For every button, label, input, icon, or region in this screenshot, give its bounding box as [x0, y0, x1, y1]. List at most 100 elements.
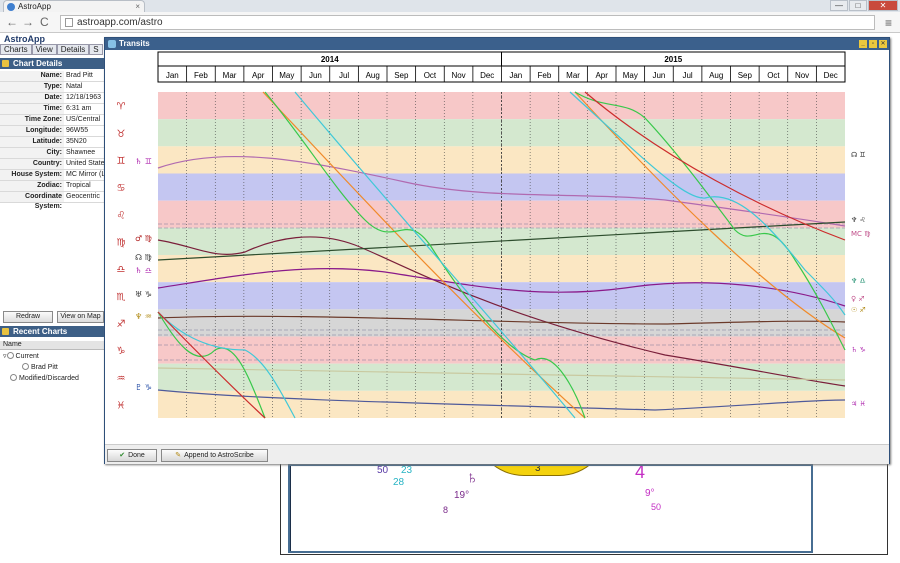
transit-series-line [157, 267, 846, 307]
close-dialog-icon[interactable]: ✕ [879, 40, 887, 48]
done-button[interactable]: ✔ Done [107, 449, 157, 462]
view-on-map-button[interactable]: View on Map [57, 311, 104, 323]
tab-details[interactable]: Details [56, 44, 90, 55]
detail-key: Coordinate System: [0, 192, 64, 210]
detail-row: Time: 6:31 am [0, 104, 104, 115]
degree-label: 23 [401, 465, 413, 476]
tree-node-label: Modified/Discarded [19, 375, 79, 382]
month-label: Dec [824, 71, 838, 80]
redraw-button[interactable]: Redraw [3, 311, 53, 323]
recent-charts-title: Recent Charts [13, 327, 68, 336]
left-planet-label: ♆ ♒ [135, 312, 152, 321]
detail-value: Tropical [66, 182, 91, 189]
transits-chart: 2014 2015 Jan Feb Mar Apr May Jun Jul Aug Sep Oct No… [117, 51, 871, 419]
detail-value: US/Central [66, 116, 101, 123]
zodiac-sign-icon: ♏ [117, 292, 126, 303]
transit-series-line [157, 91, 846, 419]
month-label: Feb [538, 71, 552, 80]
detail-row: House System:MC Mirror (Lev [0, 170, 104, 181]
right-planet-label: ☊ ♊ [851, 151, 866, 159]
month-label: Jan [509, 71, 522, 80]
transits-dialog-titlebar[interactable]: Transits _ ▫ ✕ [105, 38, 889, 50]
degree-label: 28 [393, 477, 405, 488]
right-planet-label: ♄ ♑ [851, 346, 866, 354]
detail-key: Time: [0, 104, 64, 114]
tree-node-current[interactable]: ▿ Current [0, 351, 104, 362]
natal-chart-wheel: 50 23 28 3 ♄ 19° 8 4 9° 50 [288, 464, 813, 553]
right-planet-label: ♆ ♌ [851, 216, 866, 224]
address-bar[interactable]: astroapp.com/astro [60, 15, 875, 30]
tab-close-icon[interactable]: × [135, 2, 140, 11]
dialog-footer: ✔ Done ✎ Append to AstroScribe [105, 444, 889, 464]
month-label: Sep [738, 71, 753, 80]
detail-key: Date: [0, 93, 64, 103]
maximize-dialog-icon[interactable]: ▫ [869, 40, 877, 48]
detail-key: Name: [0, 71, 64, 81]
collapse-icon[interactable] [2, 60, 9, 67]
detail-value: Geocentric [66, 193, 100, 200]
node-icon [6, 352, 14, 359]
tab-view[interactable]: View [31, 44, 57, 55]
zodiac-sign-icon: ♑ [117, 346, 126, 357]
detail-row: Type: Natal [0, 82, 104, 93]
node-icon [22, 363, 29, 370]
degree-label: 50 [651, 502, 662, 512]
transit-series-line [157, 236, 846, 387]
chart-details-header[interactable]: Chart Details [0, 58, 104, 69]
detail-key: Latitude: [0, 137, 64, 147]
node-icon [10, 374, 17, 381]
minimize-dialog-icon[interactable]: _ [859, 40, 867, 48]
year-label: 2015 [664, 55, 682, 64]
reload-icon[interactable]: C [40, 15, 49, 29]
detail-value: United States [66, 160, 104, 167]
tab-charts[interactable]: Charts [0, 44, 32, 55]
forward-icon[interactable]: → [22, 15, 34, 29]
right-planet-label: ♀ ♐ [851, 295, 865, 303]
append-to-astroscribe-button[interactable]: ✎ Append to AstroScribe [161, 449, 268, 462]
zodiac-sign-icon: ♈ [117, 102, 126, 113]
detail-row: Time Zone: US/Central [0, 115, 104, 126]
browser-tab[interactable]: AstroApp × [3, 0, 145, 12]
check-icon: ✔ [119, 452, 126, 459]
minimize-icon[interactable]: — [830, 0, 848, 11]
saturn-glyph-icon: ♄ [466, 468, 479, 487]
month-label: Apr [595, 71, 608, 80]
detail-key: City: [0, 148, 64, 158]
transit-series-line [157, 91, 846, 419]
right-planet-label: ♃ ♓ [851, 400, 866, 408]
detail-value: 12/18/1963 [66, 94, 102, 101]
tab-more[interactable]: S [89, 44, 103, 55]
detail-key: Time Zone: [0, 115, 64, 125]
tree-node-chart[interactable]: Brad Pitt [0, 362, 104, 373]
detail-row: Date: 12/18/1963 [0, 93, 104, 104]
chart-details-title: Chart Details [13, 59, 63, 68]
maximize-icon[interactable]: □ [849, 0, 867, 11]
detail-row: City: Shawnee [0, 148, 104, 159]
close-window-icon[interactable]: ✕ [868, 0, 898, 11]
collapse-icon[interactable] [2, 328, 9, 335]
detail-value: Natal [66, 83, 83, 90]
browser-menu-icon[interactable]: ≡ [884, 16, 892, 30]
month-label: Jun [309, 71, 322, 80]
right-planet-label: MC ♍ [851, 230, 871, 238]
left-planet-label: ♄ ♎ [135, 266, 152, 275]
month-label: Jun [652, 71, 665, 80]
address-bar-url: astroapp.com/astro [77, 17, 163, 28]
left-planet-label: ☊ ♍ [135, 253, 152, 262]
back-icon[interactable]: ← [6, 15, 18, 29]
tree-node-label: Brad Pitt [31, 364, 58, 371]
recent-charts-header[interactable]: Recent Charts [0, 326, 104, 337]
zodiac-sign-icon: ♉ [117, 129, 126, 140]
detail-row: Latitude: 35N20 [0, 137, 104, 148]
app-tabs: Charts View Details S [0, 44, 104, 55]
degree-label: 8 [443, 505, 449, 515]
detail-value: 35N20 [66, 138, 87, 145]
degree-label: 9° [645, 488, 655, 499]
zodiac-sign-icon: ♊ [117, 156, 126, 167]
expand-icon[interactable]: ▿ [3, 353, 7, 360]
transit-series-line [157, 221, 846, 261]
detail-row: Longitude: 96W55 [0, 126, 104, 137]
tree-node-modified[interactable]: Modified/Discarded [0, 373, 104, 384]
tree-node-label: Current [15, 353, 39, 360]
month-label: Apr [252, 71, 265, 80]
